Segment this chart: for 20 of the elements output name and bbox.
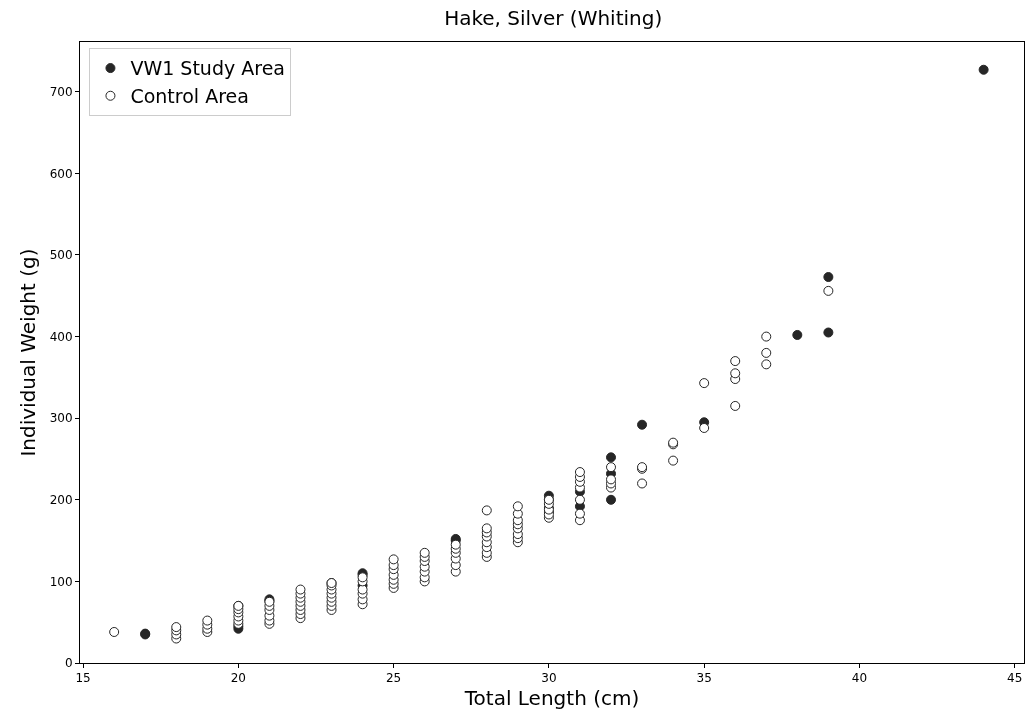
- x-tick-label: 25: [385, 671, 402, 686]
- x-tick-label: 45: [1007, 671, 1023, 686]
- x-tick-label: 20: [230, 671, 247, 686]
- y-tick-label: 500: [49, 248, 73, 263]
- x-tick-label: 15: [75, 671, 91, 686]
- y-tick-label: 100: [49, 574, 73, 589]
- y-tick-label: 600: [49, 166, 73, 181]
- x-tick-label: 30: [541, 671, 557, 686]
- x-tick-label: 40: [851, 671, 868, 686]
- y-tick-label: 400: [49, 329, 73, 344]
- legend-label: Control Area: [130, 85, 249, 108]
- y-tick-label: 700: [49, 84, 73, 99]
- y-tick-label: 300: [49, 411, 73, 426]
- chart-title: Hake, Silver (Whiting): [444, 5, 663, 30]
- legend-label: VW1 Study Area: [130, 57, 285, 80]
- x-axis-title: Total Length (cm): [463, 685, 640, 710]
- y-axis-title: Individual Weight (g): [16, 248, 41, 457]
- y-tick-label: 200: [49, 492, 73, 507]
- x-tick-label: 35: [696, 671, 712, 686]
- y-tick-label: 0: [64, 656, 73, 671]
